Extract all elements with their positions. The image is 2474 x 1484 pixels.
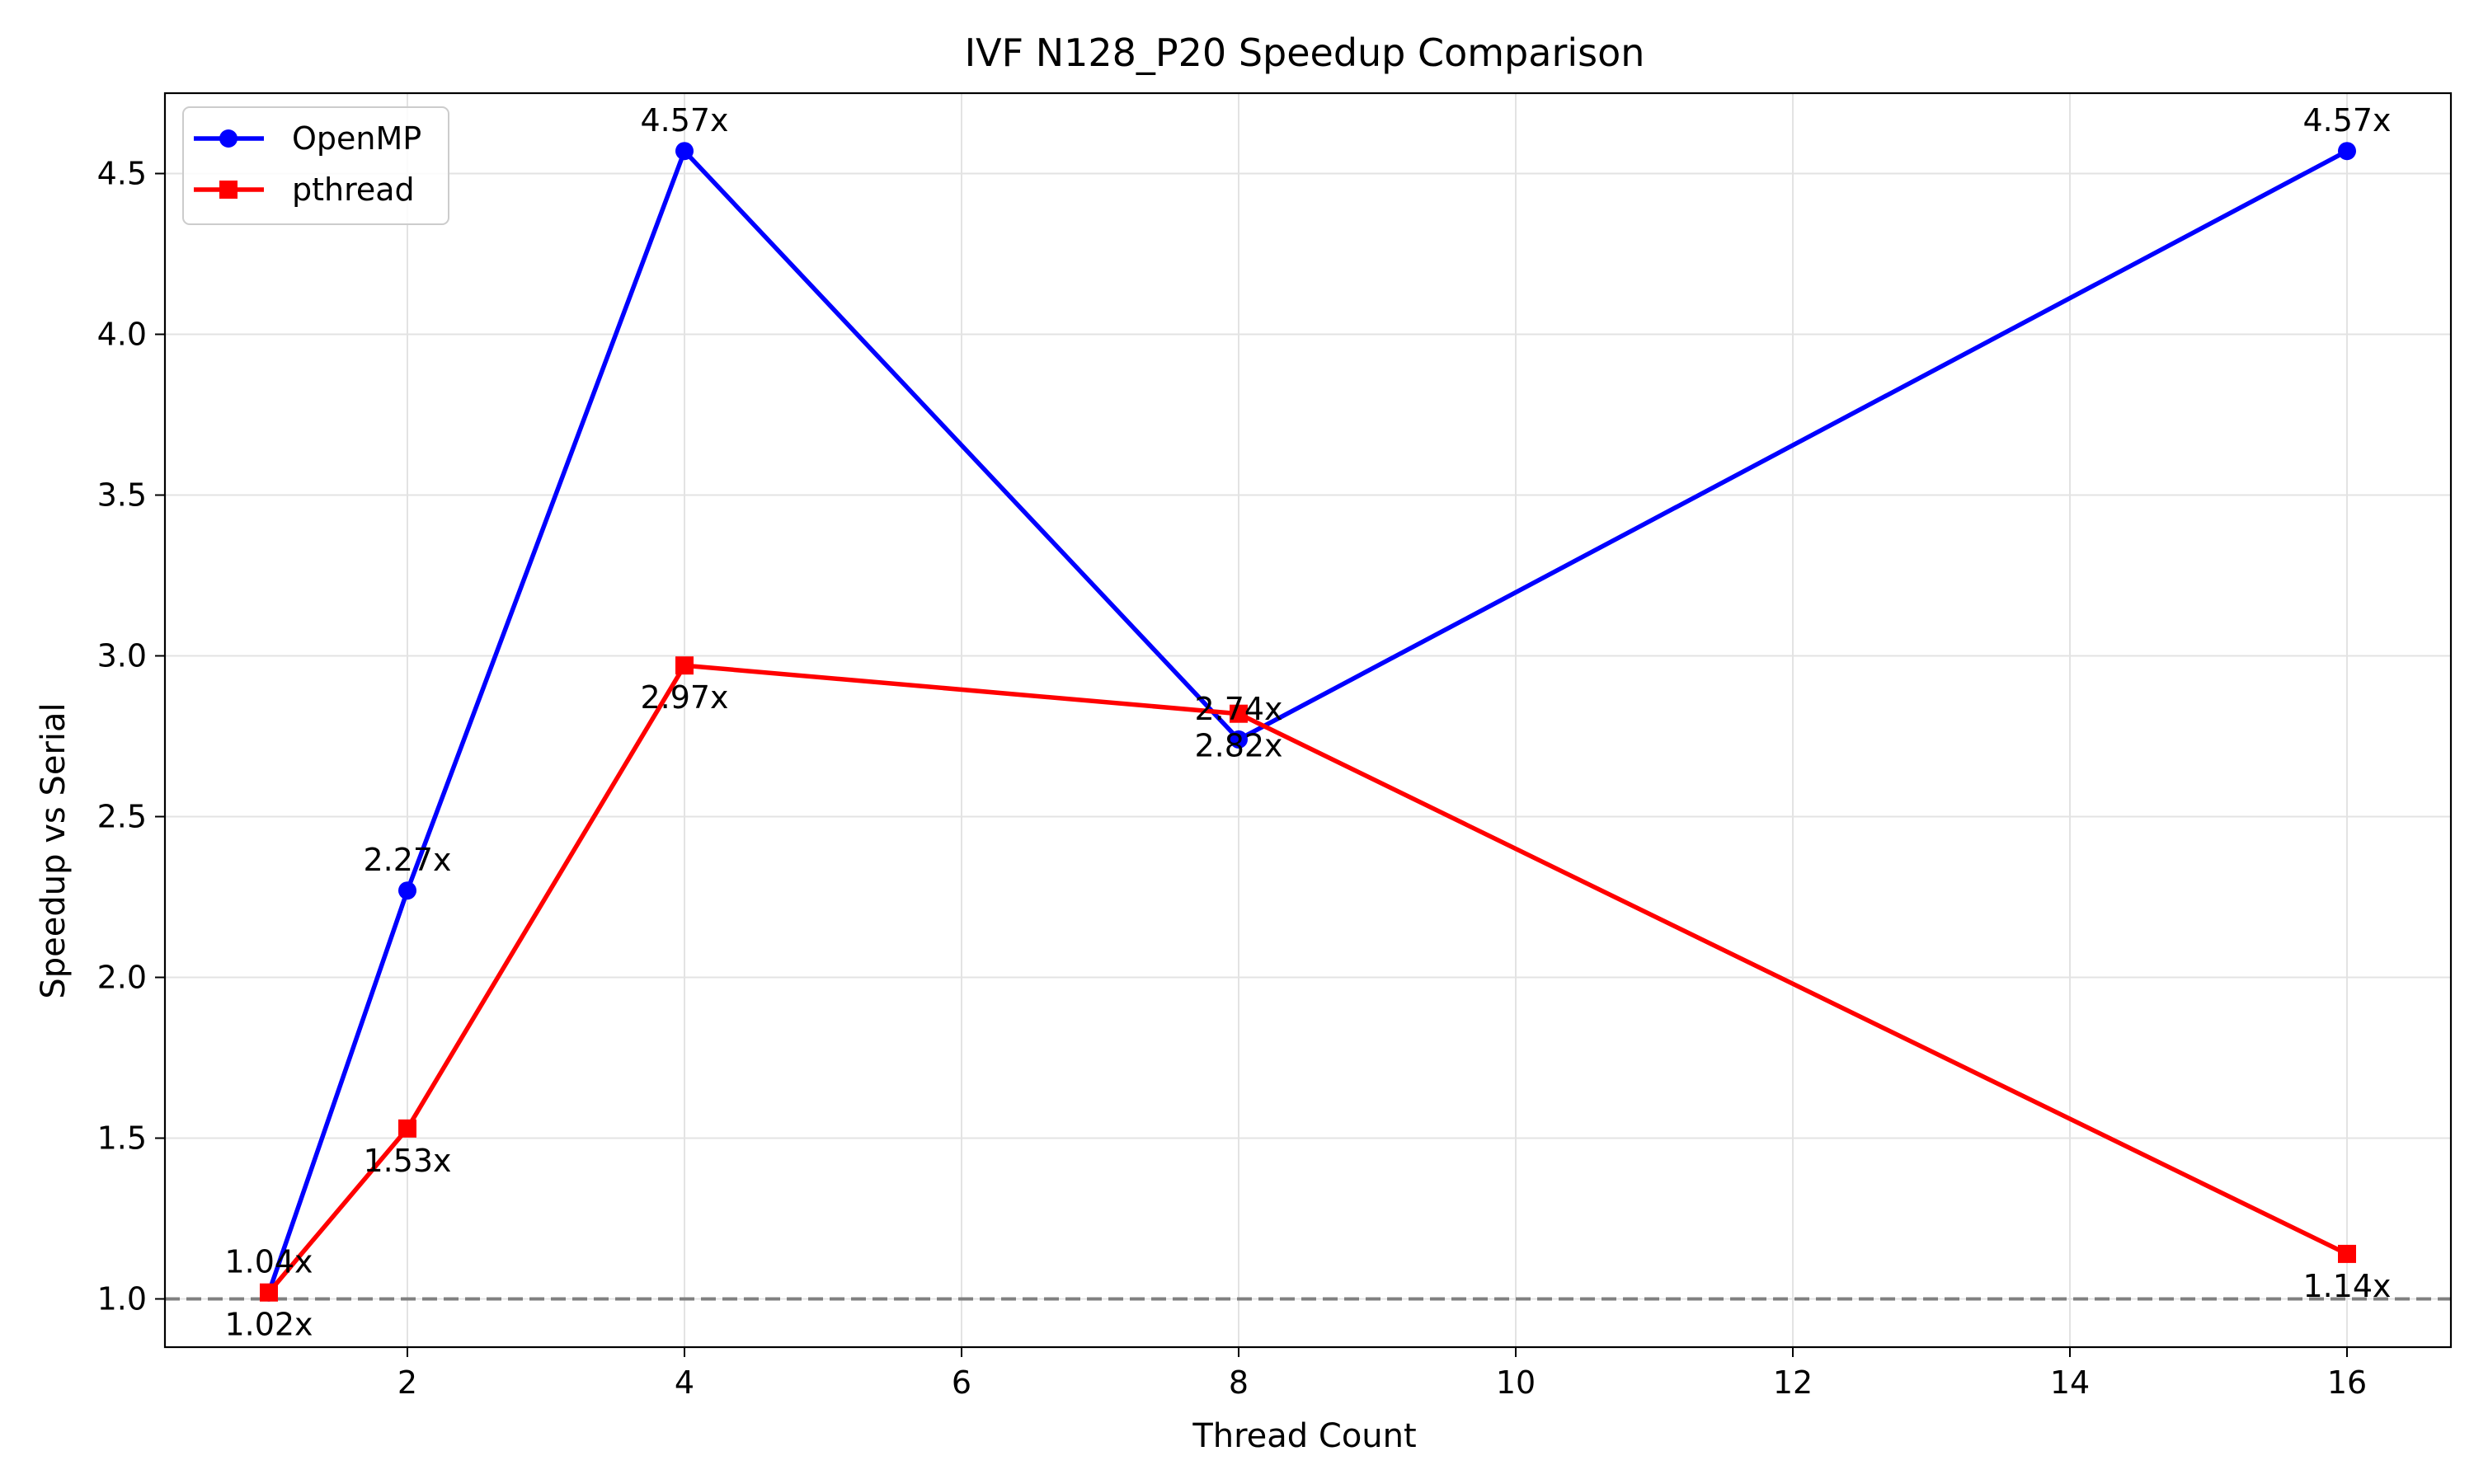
x-tick-label: 4 bbox=[675, 1364, 694, 1401]
openmp-data-label: 2.74x bbox=[1194, 691, 1282, 727]
openmp-data-label: 4.57x bbox=[640, 102, 728, 139]
pthread-data-label: 2.97x bbox=[640, 679, 728, 716]
openmp-point bbox=[1230, 730, 1248, 749]
pthread-point bbox=[398, 1119, 416, 1138]
pthread-data-label: 2.82x bbox=[1194, 728, 1282, 764]
y-tick-label: 1.5 bbox=[97, 1120, 147, 1157]
openmp-legend-label: OpenMP bbox=[292, 120, 421, 157]
y-tick-label: 4.0 bbox=[97, 317, 147, 353]
pthread-legend-label: pthread bbox=[292, 171, 415, 208]
x-tick-label: 6 bbox=[952, 1364, 971, 1401]
openmp-point bbox=[398, 881, 416, 900]
openmp-data-label: 2.27x bbox=[363, 842, 451, 878]
pthread-data-label: 1.14x bbox=[2302, 1268, 2391, 1304]
y-tick-label: 4.5 bbox=[97, 156, 147, 192]
axis-ticks: 2 4 6 8 10 12 14 16 1.0 1.5 2.0 2.5 3.0 3.5 4.0 4.5 bbox=[97, 156, 2368, 1402]
pthread-legend-marker bbox=[219, 181, 238, 199]
pthread-point bbox=[260, 1283, 278, 1302]
openmp-data-label: 1.04x bbox=[224, 1244, 313, 1280]
y-tick-label: 2.0 bbox=[97, 960, 147, 996]
pthread-point bbox=[2338, 1244, 2356, 1263]
pthread-data-label: 1.02x bbox=[224, 1307, 313, 1343]
pthread-point bbox=[675, 656, 694, 675]
x-tick-label: 14 bbox=[2050, 1364, 2090, 1401]
y-tick-label: 3.0 bbox=[97, 638, 147, 674]
pthread-point bbox=[1230, 704, 1248, 723]
x-tick-label: 8 bbox=[1229, 1364, 1249, 1401]
openmp-legend-marker bbox=[219, 129, 238, 148]
y-tick-label: 1.0 bbox=[97, 1281, 147, 1317]
openmp-data-label: 4.57x bbox=[2302, 102, 2391, 139]
series-layer bbox=[260, 142, 2356, 1302]
x-tick-label: 12 bbox=[1773, 1364, 1813, 1401]
openmp-point bbox=[2338, 142, 2356, 161]
plot-frame bbox=[163, 92, 2453, 1349]
y-axis-label: Speedup vs Serial bbox=[35, 702, 73, 998]
x-tick-label: 16 bbox=[2327, 1364, 2367, 1401]
chart-title: IVF N128_P20 Speedup Comparison bbox=[965, 31, 1645, 75]
legend: OpenMP pthread bbox=[182, 106, 449, 225]
grid bbox=[165, 93, 2451, 1347]
pthread-series bbox=[260, 656, 2356, 1302]
x-tick-label: 2 bbox=[397, 1364, 417, 1401]
openmp-point bbox=[675, 142, 694, 161]
y-tick-label: 3.5 bbox=[97, 477, 147, 514]
x-tick-label: 10 bbox=[1496, 1364, 1536, 1401]
y-tick-label: 2.5 bbox=[97, 799, 147, 835]
pthread-data-label: 1.53x bbox=[363, 1143, 451, 1179]
x-axis-label: Thread Count bbox=[1192, 1417, 1416, 1455]
data-label-layer: 1.04x 2.27x 4.57x 2.74x 4.57x 1.02x 1.53x 2.97x… bbox=[224, 102, 2391, 1343]
